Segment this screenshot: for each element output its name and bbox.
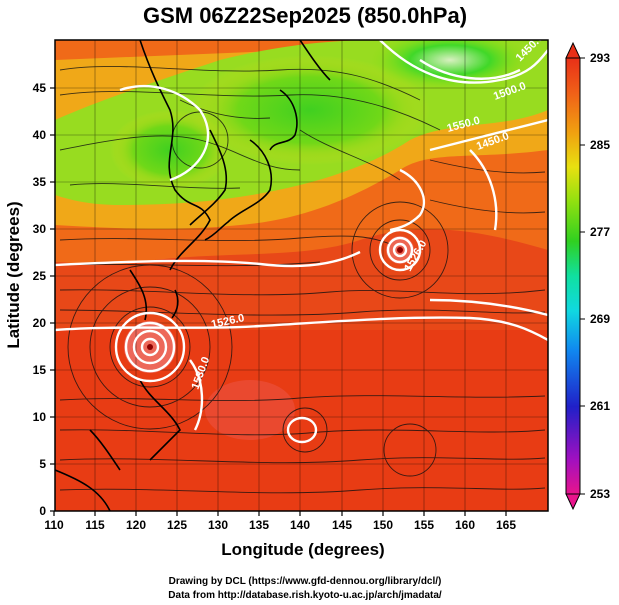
wind-streamlines — [59, 66, 546, 494]
x-tick-label: 150 — [373, 518, 393, 532]
map-title: GSM 06Z22Sep2025 (850.0hPa) — [143, 3, 467, 28]
x-tick-label: 145 — [332, 518, 352, 532]
colorbar-label: 269 — [590, 312, 610, 326]
typhoon-west-center-icon — [147, 344, 153, 350]
colorbar: 293 285 277 269 261 253 — [565, 41, 610, 511]
x-tick-label: 140 — [290, 518, 310, 532]
x-tick-label: 130 — [208, 518, 228, 532]
y-tick-label: 25 — [33, 269, 47, 283]
credit-drawing: Drawing by DCL (https://www.gfd-dennou.o… — [169, 576, 442, 587]
y-tick-label: 0 — [39, 504, 46, 518]
colorbar-label: 293 — [590, 51, 610, 65]
x-tick-label: 125 — [167, 518, 187, 532]
x-tick-label: 115 — [85, 518, 105, 532]
colorbar-label: 285 — [590, 138, 610, 152]
colorbar-min-arrow-icon — [565, 493, 581, 511]
typhoon-east-center-icon — [397, 247, 403, 253]
temperature-field — [55, 40, 548, 511]
axis-ticks — [50, 87, 507, 516]
colorbar-max-arrow-icon — [565, 41, 581, 59]
y-tick-label: 40 — [33, 128, 47, 142]
colorbar-label: 253 — [590, 487, 610, 501]
credit-data-source: Data from http://database.rish.kyoto-u.a… — [168, 590, 442, 601]
y-axis-label: Latitude (degrees) — [4, 201, 23, 348]
x-tick-label: 120 — [126, 518, 146, 532]
y-tick-label: 10 — [33, 410, 47, 424]
x-tick-label: 110 — [44, 518, 64, 532]
y-tick-labels: 0 5 10 15 20 25 30 35 40 45 — [33, 81, 47, 518]
y-tick-label: 5 — [39, 457, 46, 471]
y-tick-label: 30 — [33, 222, 47, 236]
x-tick-label: 165 — [496, 518, 516, 532]
y-tick-label: 45 — [33, 81, 47, 95]
x-tick-labels: 110 115 120 125 130 135 140 145 150 155 … — [44, 518, 516, 532]
x-tick-label: 160 — [455, 518, 475, 532]
x-tick-label: 155 — [414, 518, 434, 532]
y-tick-label: 35 — [33, 175, 47, 189]
colorbar-label: 261 — [590, 399, 610, 413]
height-contours — [55, 40, 548, 444]
x-axis-label: Longitude (degrees) — [221, 540, 384, 559]
coastlines — [55, 40, 331, 511]
y-tick-label: 20 — [33, 316, 47, 330]
y-tick-label: 15 — [33, 363, 47, 377]
x-tick-label: 135 — [249, 518, 269, 532]
colorbar-label: 277 — [590, 225, 610, 239]
